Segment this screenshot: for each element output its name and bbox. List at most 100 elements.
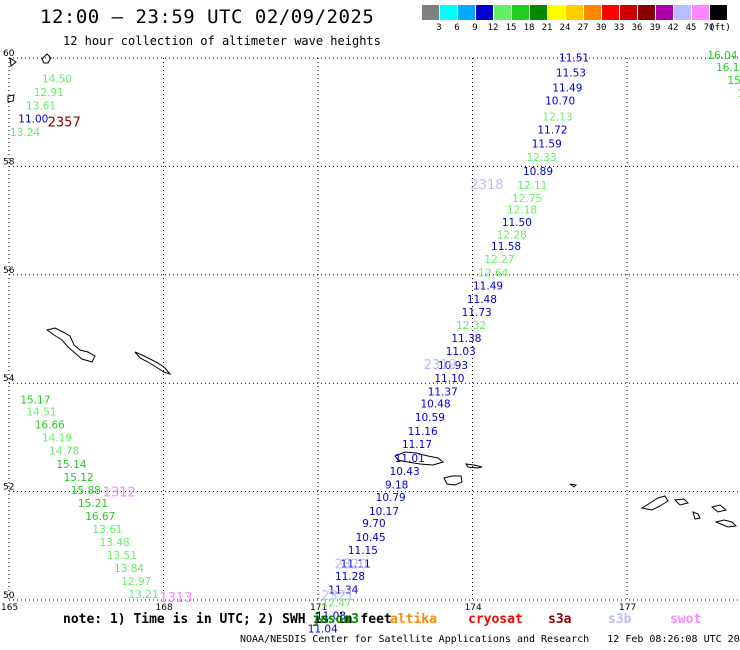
legend-label: 24 [559,23,571,33]
latitude-tick-label: 60 [3,49,15,59]
wave-height-value: 11.38 [451,333,481,345]
wave-height-value: 15.14 [56,459,86,471]
longitude-tick-label: 177 [619,603,636,613]
pass-number-label: 1312 [103,485,136,500]
wave-height-value: 11.49 [552,83,582,95]
map-subtitle: 12 hour collection of altimeter wave hei… [63,34,381,48]
latitude-tick-label: 58 [3,157,15,167]
latitude-tick-label: 54 [3,374,15,384]
latitude-tick-label: 56 [3,266,15,276]
wave-height-value: 12.28 [497,229,527,241]
legend-swatch [602,5,619,20]
legend-label: 6 [454,23,460,33]
legend-label: 12 [487,23,499,33]
wave-height-value: 11.51 [559,52,589,64]
wave-height-value: 11.49 [473,280,503,292]
wave-height-value: 15 [738,88,740,100]
longitude-tick-label: 168 [156,603,173,613]
footer: NOAA/NESDIS Center for Satellite Applica… [240,634,740,645]
coastline [443,475,463,486]
wave-height-value: 12.33 [527,152,557,164]
wave-height-value: 13.48 [100,537,130,549]
coastline [714,519,738,528]
coastline [673,498,689,506]
wave-height-value: 16.66 [35,420,65,432]
wave-height-value: 16.04 [707,50,737,62]
wave-height-value: 9.70 [362,518,385,530]
wave-height-value: 11.59 [532,138,562,150]
wave-height-value: 11.04 [308,624,338,636]
legend-label: 30 [595,23,607,33]
wave-height-value: 14.19 [42,433,72,445]
wave-height-value: 16.67 [85,511,115,523]
wave-height-value: 15. [727,75,740,87]
wave-height-value: 13.61 [26,100,56,112]
satellite-name: altika [390,612,437,627]
legend-swatch [584,5,601,20]
wave-height-value: 12.91 [34,87,64,99]
wave-height-value: 12.11 [517,180,547,192]
wave-height-value: 11.53 [556,67,586,79]
wave-height-value: 11.34 [328,584,358,596]
legend-swatch [548,5,565,20]
coastline [464,463,483,469]
wave-height-value: 13.61 [92,524,122,536]
wave-height-value: 14.78 [49,446,79,458]
wave-height-value: 11.48 [467,294,497,306]
wave-height-value: 11.37 [428,387,458,399]
map-title: 12:00 – 23:59 UTC 02/09/2025 [40,6,375,28]
legend-label: 15 [505,23,517,33]
longitude-tick-label: 165 [1,603,18,613]
footer-credit: NOAA/NESDIS Center for Satellite Applica… [240,634,590,645]
coastline [692,511,701,520]
wave-height-value: 10.43 [390,466,420,478]
wave-height-value: 13.51 [107,550,137,562]
wave-height-value: 10.59 [415,412,445,424]
wave-height-value: 15.21 [78,498,108,510]
wave-height-value: 11.01 [395,453,425,465]
longitude-tick-label: 171 [310,603,327,613]
legend-swatch [440,5,457,20]
legend-swatch [422,5,439,20]
legend-label: 39 [649,23,661,33]
wave-height-value: 12.64 [478,267,508,279]
legend-swatch [458,5,475,20]
coastline [569,483,578,488]
pass-number-label: 2321 [321,589,354,604]
wave-height-value: 12.47 [322,598,352,610]
latitude-tick-label: 50 [3,591,15,601]
footer-timestamp: 12 Feb 08:26:08 UTC 2025 [607,634,740,645]
wave-height-value: 11.17 [402,439,432,451]
coastline [710,504,728,513]
wave-height-value: 11.15 [348,545,378,557]
satellite-name: jason3 [312,612,359,627]
wave-height-value: 11.50 [502,217,532,229]
wave-height-value: 15.17 [20,394,50,406]
satellite-name: s3b [608,612,632,627]
note-text: note: 1) Time is in UTC; 2) SWH is in fe… [63,612,392,627]
legend-label: 21 [541,23,553,33]
latitude-tick-label: 52 [3,483,14,493]
wave-height-value: 10.17 [369,506,399,518]
wave-height-value: 11.00 [18,113,48,125]
coastline [45,327,96,363]
wave-height-value: 12.13 [543,111,573,123]
wave-height-value: 11.11 [341,558,371,570]
pass-number-label: 1313 [159,591,192,606]
coastline [41,53,52,64]
map-grid: 165 168 171 174 177 60 58 56 54 52 50 [1,49,740,613]
legend-label: 9 [472,23,478,33]
wave-height-value: 11.58 [491,241,521,253]
legend-label: 70 [703,23,715,33]
wave-height-value: 9.18 [385,479,408,491]
wave-height-value: 10.70 [545,96,575,108]
wave-height-value: 10.79 [376,492,406,504]
legend-swatch [566,5,583,20]
coastline [7,94,15,103]
legend-swatch [638,5,655,20]
coastline [134,351,172,376]
wave-height-value: 15.88 [71,485,101,497]
legend-swatch [710,5,727,20]
wave-height-value: 13.24 [10,127,40,139]
pass-number-label: 2357 [48,115,81,130]
